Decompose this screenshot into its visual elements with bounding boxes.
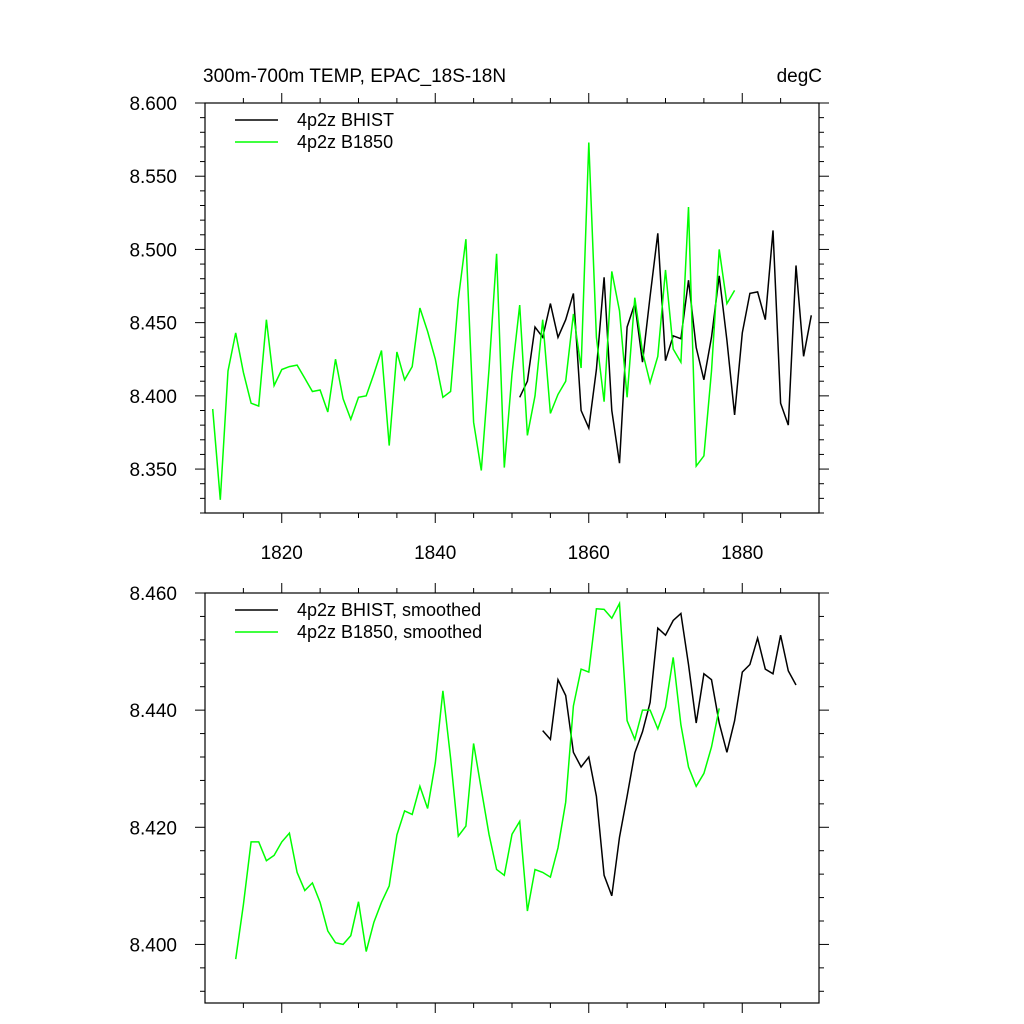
ticks-top: 1820 1840 1860 1880 8.350 8.400 8.450 8.500 8.55… bbox=[129, 93, 829, 564]
y-tick-label: 8.440 bbox=[129, 701, 177, 722]
series-line bbox=[234, 600, 720, 960]
y-tick-label: 8.550 bbox=[129, 167, 177, 188]
legend-label: 4p2z B1850, smoothed bbox=[297, 622, 482, 642]
x-tick-label: 1840 bbox=[414, 543, 456, 564]
plot-frame-top bbox=[204, 102, 820, 514]
y-tick-label: 8.450 bbox=[129, 314, 177, 335]
series-line bbox=[211, 142, 736, 500]
y-tick-label: 8.500 bbox=[129, 240, 177, 261]
y-tick-label: 8.600 bbox=[129, 94, 177, 115]
series-line bbox=[542, 612, 797, 897]
legend-label: 4p2z BHIST, smoothed bbox=[297, 600, 481, 620]
series-bottom bbox=[234, 600, 797, 960]
x-tick-label: 1880 bbox=[721, 543, 763, 564]
series-line bbox=[519, 230, 813, 464]
legend-label: 4p2z B1850 bbox=[297, 132, 393, 152]
y-tick-label: 8.400 bbox=[129, 935, 177, 956]
x-tick-label: 1860 bbox=[568, 543, 610, 564]
bottom-panel: 8.400 8.420 8.440 8.460 4p2z BHIST, smoothe… bbox=[129, 583, 829, 1013]
series-top bbox=[211, 142, 813, 500]
x-tick-label: 1820 bbox=[261, 543, 303, 564]
plot-frame-bottom bbox=[204, 592, 820, 1004]
chart-title: 300m-700m TEMP, EPAC_18S-18N bbox=[203, 66, 506, 87]
y-tick-label: 8.460 bbox=[129, 584, 177, 605]
top-panel: 300m-700m TEMP, EPAC_18S-18N degC 1820 18… bbox=[129, 66, 829, 564]
ticks-bottom: 8.400 8.420 8.440 8.460 bbox=[129, 583, 829, 1013]
units-label: degC bbox=[777, 66, 822, 87]
y-tick-label: 8.350 bbox=[129, 460, 177, 481]
legend-label: 4p2z BHIST bbox=[297, 110, 394, 130]
y-tick-label: 8.400 bbox=[129, 387, 177, 408]
y-tick-label: 8.420 bbox=[129, 818, 177, 839]
